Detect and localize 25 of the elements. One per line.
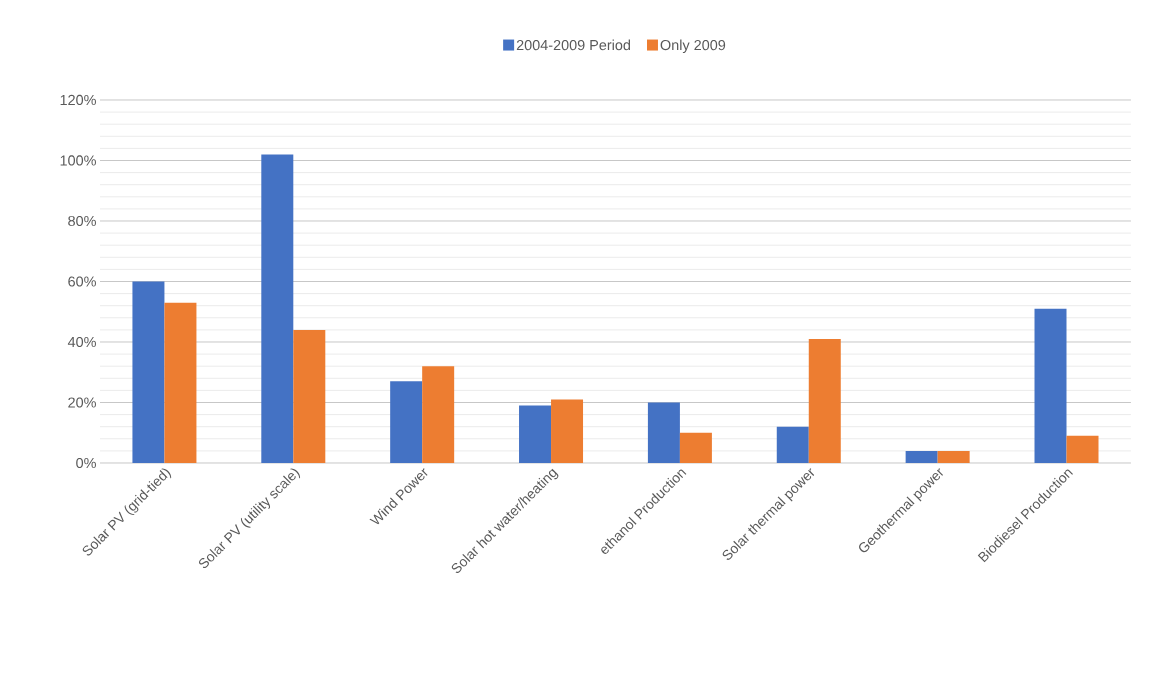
y-tick-label: 60% [68, 276, 96, 287]
bar [261, 154, 294, 463]
legend-label: Only 2009 [660, 39, 726, 54]
bar [808, 338, 841, 463]
bar [647, 402, 680, 463]
bar [519, 405, 552, 463]
bar [293, 329, 326, 463]
y-tick-label: 100% [60, 155, 96, 166]
bar [905, 450, 938, 463]
y-tick-label: 80% [68, 215, 96, 227]
bar [390, 381, 423, 463]
bar [164, 302, 197, 463]
bar [679, 432, 712, 463]
bar [1066, 435, 1099, 463]
bar [937, 450, 970, 463]
bar [422, 366, 455, 463]
legend-label: 2004-2009 Period [516, 39, 631, 51]
bar [132, 281, 165, 463]
y-tick-label: 40% [67, 336, 96, 348]
y-tick-label: 120% [60, 94, 96, 106]
bar [551, 399, 584, 463]
bar [776, 426, 809, 463]
bar [1034, 308, 1067, 463]
y-tick-label: 0% [76, 457, 96, 469]
y-tick-label: 20% [68, 397, 96, 408]
